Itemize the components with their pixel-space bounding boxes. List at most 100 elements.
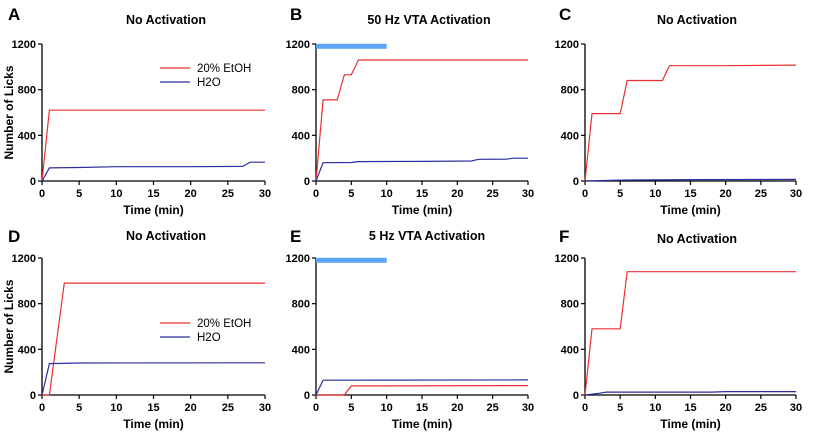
y-tick-label-F-800: 800 [561,299,579,311]
y-tick-label-F-0: 0 [573,390,579,402]
x-tick-label-A-5: 5 [76,188,82,200]
y-tick-label-F-400: 400 [561,344,579,356]
x-axis-label-D: Time (min) [123,417,183,431]
panel-title-A: No Activation [126,13,206,27]
y-axis-label-A: Number of Licks [2,65,16,159]
y-tick-label-A-800: 800 [18,85,36,97]
panel-letter-C: C [559,5,571,24]
x-tick-label-A-30: 30 [259,188,271,200]
x-tick-label-C-0: 0 [582,188,588,200]
x-axis-label-E: Time (min) [392,417,452,431]
series-line-A-h2o [41,161,265,182]
y-tick-label-B-0: 0 [304,176,310,188]
series-line-D-etoh [42,282,265,396]
legend-label-A-etoh: 20% EtOH [197,63,251,75]
y-tick-label-D-0: 0 [30,390,36,402]
x-tick-label-E-0: 0 [313,402,319,414]
panel-letter-B: B [290,5,302,24]
y-tick-label-E-0: 0 [304,390,310,402]
y-tick-label-B-1200: 1200 [286,39,310,51]
y-tick-label-E-400: 400 [292,344,310,356]
x-tick-label-C-15: 15 [684,188,696,200]
y-tick-label-D-400: 400 [18,344,36,356]
y-tick-label-A-1200: 1200 [12,39,36,51]
x-tick-label-B-5: 5 [348,188,354,200]
series-line-C-etoh [584,64,797,182]
x-tick-label-C-25: 25 [755,188,767,200]
y-tick-label-C-400: 400 [561,130,579,142]
x-tick-label-C-5: 5 [617,188,623,200]
y-tick-label-D-1200: 1200 [12,253,36,265]
series-line-F-etoh [584,271,796,396]
legend-label-D-etoh: 20% EtOH [197,318,251,330]
series-line-D-h2o [41,362,266,396]
x-tick-label-E-10: 10 [381,402,393,414]
series-line-C-h2o [584,178,797,182]
x-tick-label-E-15: 15 [416,402,428,414]
y-tick-label-B-400: 400 [292,130,310,142]
x-tick-label-B-0: 0 [313,188,319,200]
y-tick-label-C-0: 0 [573,176,579,188]
x-tick-label-F-30: 30 [790,402,802,414]
legend-label-A-h2o: H2O [197,77,221,89]
x-tick-label-E-30: 30 [522,402,534,414]
x-tick-label-E-25: 25 [487,402,499,414]
x-axis-label-F: Time (min) [660,417,720,431]
y-tick-label-B-800: 800 [292,85,310,97]
y-tick-label-C-800: 800 [561,85,579,97]
panel-letter-D: D [8,227,20,246]
x-tick-label-F-20: 20 [720,402,732,414]
x-tick-label-D-0: 0 [39,402,45,414]
panel-title-D: No Activation [126,229,206,243]
panel-letter-E: E [290,227,301,246]
x-tick-label-E-5: 5 [348,402,354,414]
series-line-B-h2o [315,157,528,182]
panel-title-C: No Activation [657,13,737,27]
x-tick-label-B-10: 10 [381,188,393,200]
panel-title-F: No Activation [657,232,737,246]
y-tick-label-A-400: 400 [18,130,36,142]
y-tick-label-E-1200: 1200 [286,253,310,265]
x-tick-label-D-15: 15 [147,402,159,414]
series-line-E-h2o [315,379,529,396]
x-tick-label-F-0: 0 [582,402,588,414]
x-axis-label-C: Time (min) [660,203,720,217]
x-axis-label-A: Time (min) [123,203,183,217]
x-tick-label-A-10: 10 [110,188,122,200]
x-tick-label-D-30: 30 [259,402,271,414]
y-axis-label-D: Number of Licks [2,279,16,373]
series-line-B-etoh [315,59,528,182]
x-tick-label-A-20: 20 [185,188,197,200]
legend-label-D-h2o: H2O [197,332,221,344]
x-tick-label-A-25: 25 [222,188,234,200]
x-tick-label-F-15: 15 [684,402,696,414]
y-tick-label-A-0: 0 [30,176,36,188]
x-tick-label-C-20: 20 [720,188,732,200]
x-tick-label-C-10: 10 [649,188,661,200]
x-tick-label-F-5: 5 [617,402,623,414]
series-line-F-h2o [584,391,796,396]
x-tick-label-D-10: 10 [110,402,122,414]
y-tick-label-F-1200: 1200 [555,253,579,265]
panel-title-E: 5 Hz VTA Activation [369,229,485,243]
x-tick-label-E-20: 20 [451,402,463,414]
x-tick-label-B-30: 30 [522,188,534,200]
x-tick-label-F-25: 25 [755,402,767,414]
series-line-E-etoh [316,385,529,396]
x-tick-label-F-10: 10 [649,402,661,414]
panel-letter-F: F [559,227,569,246]
x-tick-label-B-25: 25 [487,188,499,200]
x-tick-label-D-20: 20 [185,402,197,414]
x-tick-label-A-0: 0 [39,188,45,200]
x-tick-label-B-20: 20 [451,188,463,200]
y-tick-label-D-800: 800 [18,299,36,311]
x-tick-label-D-25: 25 [222,402,234,414]
x-tick-label-B-15: 15 [416,188,428,200]
x-axis-label-B: Time (min) [392,203,452,217]
y-tick-label-E-800: 800 [292,299,310,311]
panel-title-B: 50 Hz VTA Activation [367,13,490,27]
panel-letter-A: A [8,5,20,24]
x-tick-label-D-5: 5 [76,402,82,414]
activation-bar-E [316,257,387,263]
